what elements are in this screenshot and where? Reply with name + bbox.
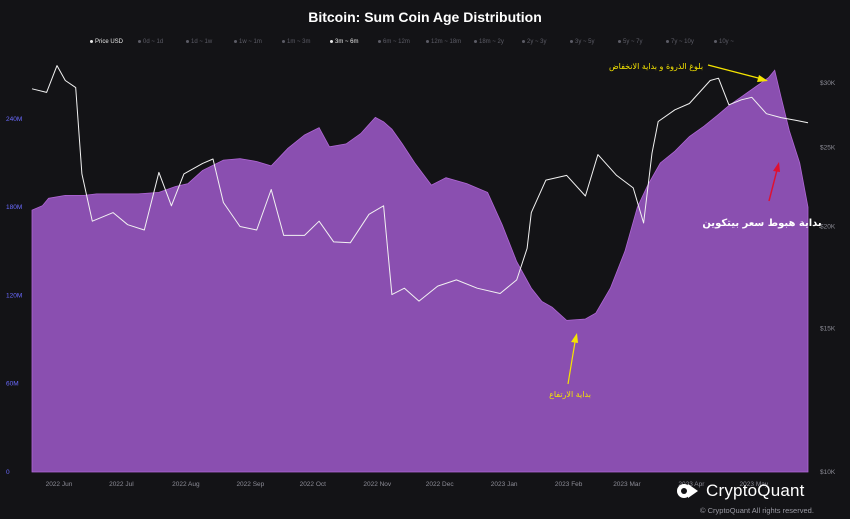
legend-label: 12m ~ 18m (431, 39, 462, 45)
left-axis-tick-label: 60M (6, 381, 19, 388)
legend-dot-icon (618, 39, 621, 43)
legend-dot-icon (330, 39, 333, 43)
annotation-btc-drop-arrow (768, 169, 778, 202)
legend-label: 7y ~ 10y (671, 39, 694, 45)
x-axis-tick-label: 2023 Jan (491, 481, 518, 488)
x-axis-tick-label: 2022 Dec (426, 481, 455, 488)
x-axis: 2022 Jun 2022 Jul 2022 Aug 2022 Sep 2022 Oct… (46, 481, 769, 488)
legend-label: 1m ~ 3m (287, 39, 311, 45)
chart-legend: Price USD 0d ~ 1d 1d ~ 1w 1w ~ 1m 1m ~ 3m 3m … (90, 39, 770, 51)
legend-item[interactable]: 10y ~ (714, 39, 734, 45)
legend-item[interactable]: 3y ~ 5y (570, 39, 595, 45)
legend-item[interactable]: 1m ~ 3m (282, 39, 311, 45)
right-y-axis: $10K $15K $20K $25K $30K (820, 80, 836, 476)
legend-item[interactable]: Price USD (90, 39, 123, 45)
legend-item[interactable]: 7y ~ 10y (666, 39, 694, 45)
right-axis-tick-label: $20K (820, 223, 836, 230)
annotation-btc-drop-arrowhead-icon (773, 162, 780, 172)
legend-label: 1w ~ 1m (239, 39, 262, 45)
legend-label: Price USD (95, 39, 124, 45)
legend-item[interactable]: 5y ~ 7y (618, 39, 643, 45)
x-axis-tick-label: 2022 Aug (172, 481, 200, 488)
legend-item[interactable]: 12m ~ 18m (426, 39, 461, 45)
chart-title: Bitcoin: Sum Coin Age Distribution (308, 9, 542, 25)
area-series-3m-6m (31, 69, 809, 473)
annotation-rise-arrow (567, 341, 576, 385)
legend-dot-icon (666, 39, 669, 43)
left-axis-tick-label: 180M (6, 204, 22, 211)
x-axis-tick-label: 2023 May (740, 481, 769, 488)
brand-logo: CryptoQuant (676, 480, 805, 502)
x-axis-tick-label: 2022 Jun (46, 481, 73, 488)
legend-dot-icon (282, 39, 285, 43)
right-axis-tick-label: $10K (820, 469, 836, 476)
annotation-rise: بداية الارتفاع (549, 390, 591, 399)
legend-label: 6m ~ 12m (383, 39, 410, 45)
legend-item[interactable]: 3m ~ 6m (330, 39, 359, 45)
left-axis-tick-label: 240M (6, 116, 22, 123)
legend-dot-icon (426, 39, 429, 43)
annotation-rise-arrowhead-icon (571, 333, 578, 343)
legend-label: 0d ~ 1d (143, 39, 164, 45)
legend-label: 3y ~ 5y (575, 39, 595, 45)
legend-item[interactable]: 1d ~ 1w (186, 39, 212, 45)
legend-dot-icon (186, 39, 189, 43)
left-y-axis: 0 60M 120M 180M 240M (6, 116, 22, 476)
x-axis-tick-label: 2023 Apr (678, 481, 705, 488)
left-axis-tick-label: 0 (6, 469, 10, 476)
plot-area: CryptoQuant (31, 65, 809, 473)
legend-item[interactable]: 6m ~ 12m (378, 39, 410, 45)
annotation-peak: بلوغ الذروة و بداية الانخفاض (609, 62, 703, 71)
legend-label: 3m ~ 6m (335, 39, 359, 45)
copyright-text: © CryptoQuant All rights reserved. (700, 506, 814, 515)
legend-label: 2y ~ 3y (527, 39, 547, 45)
x-axis-tick-label: 2022 Sep (236, 481, 264, 488)
legend-item[interactable]: 0d ~ 1d (138, 39, 163, 45)
x-axis-tick-label: 2022 Nov (363, 481, 392, 488)
legend-label: 5y ~ 7y (623, 39, 643, 45)
legend-label: 10y ~ (719, 39, 734, 45)
legend-dot-icon (714, 39, 717, 43)
left-axis-tick-label: 120M (6, 292, 22, 299)
cryptoquant-logo-icon (677, 484, 698, 498)
annotations-layer: بلوغ الذروة و بداية الانخفاض بداية هبوط س… (549, 62, 822, 399)
legend-dot-icon (138, 39, 141, 43)
x-axis-tick-label: 2023 Feb (555, 481, 583, 488)
x-axis-tick-label: 2022 Jul (109, 481, 134, 488)
legend-dot-icon (570, 39, 573, 43)
legend-item[interactable]: 18m ~ 2y (474, 39, 504, 45)
legend-item[interactable]: 1w ~ 1m (234, 39, 262, 45)
right-axis-tick-label: $30K (820, 80, 836, 87)
annotation-peak-arrow (707, 64, 763, 80)
legend-dot-icon (90, 39, 93, 43)
right-axis-tick-label: $25K (820, 144, 836, 151)
legend-dot-icon (234, 39, 237, 43)
brand-name: CryptoQuant (706, 481, 805, 500)
legend-dot-icon (474, 39, 477, 43)
x-axis-tick-label: 2022 Oct (300, 481, 327, 488)
legend-dot-icon (522, 39, 525, 43)
legend-label: 1d ~ 1w (191, 39, 213, 45)
annotation-peak-arrowhead-icon (757, 75, 768, 82)
legend-item[interactable]: 2y ~ 3y (522, 39, 547, 45)
legend-label: 18m ~ 2y (479, 39, 504, 45)
right-axis-tick-label: $15K (820, 325, 836, 332)
price-usd-line (31, 65, 809, 302)
annotation-btc-drop: بداية هبوط سعر بيتكوين (702, 218, 821, 229)
legend-dot-icon (378, 39, 381, 43)
x-axis-tick-label: 2023 Mar (613, 481, 641, 488)
